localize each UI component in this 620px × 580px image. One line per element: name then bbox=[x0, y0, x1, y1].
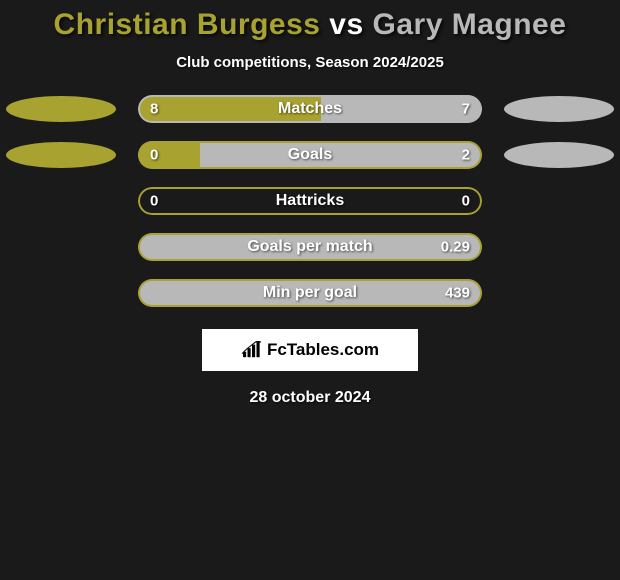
stat-bar: 0 0 Hattricks bbox=[138, 187, 482, 215]
logo-text: FcTables.com bbox=[267, 340, 379, 360]
stats-list: 8 7 Matches 0 2 Goals 0 0 Hattricks 0.29 Goals per… bbox=[0, 95, 620, 307]
stat-label: Hattricks bbox=[276, 192, 344, 210]
stat-row: 0 2 Goals bbox=[0, 141, 620, 169]
stat-value-right: 439 bbox=[445, 285, 470, 302]
stat-value-right: 0.29 bbox=[441, 239, 470, 256]
stat-bar: 0 2 Goals bbox=[138, 141, 482, 169]
player2-name: Gary Magnee bbox=[373, 8, 567, 41]
stat-label: Matches bbox=[278, 100, 342, 118]
player1-oval bbox=[6, 96, 116, 122]
vs-label: vs bbox=[329, 8, 363, 41]
subtitle: Club competitions, Season 2024/2025 bbox=[176, 54, 444, 71]
stat-value-right: 0 bbox=[462, 193, 470, 210]
stat-label: Goals bbox=[288, 146, 332, 164]
stat-row: 439 Min per goal bbox=[0, 279, 620, 307]
stat-value-left: 0 bbox=[150, 147, 158, 164]
stat-bar: 0.29 Goals per match bbox=[138, 233, 482, 261]
stat-value-right: 7 bbox=[462, 101, 470, 118]
stat-value-right: 2 bbox=[462, 147, 470, 164]
stat-bar: 8 7 Matches bbox=[138, 95, 482, 123]
stat-row: 0.29 Goals per match bbox=[0, 233, 620, 261]
stat-label: Goals per match bbox=[247, 238, 372, 256]
date-label: 28 october 2024 bbox=[250, 389, 371, 407]
stat-bar: 439 Min per goal bbox=[138, 279, 482, 307]
stat-label: Min per goal bbox=[263, 284, 357, 302]
stat-row: 0 0 Hattricks bbox=[0, 187, 620, 215]
bar-chart-icon bbox=[241, 341, 263, 359]
comparison-infographic: Christian Burgess vs Gary Magnee Club co… bbox=[0, 0, 620, 407]
stat-value-left: 0 bbox=[150, 193, 158, 210]
player2-oval bbox=[504, 142, 614, 168]
stat-value-left: 8 bbox=[150, 101, 158, 118]
player1-name: Christian Burgess bbox=[54, 8, 321, 41]
page-title: Christian Burgess vs Gary Magnee bbox=[54, 8, 567, 42]
fctables-logo: FcTables.com bbox=[202, 329, 418, 371]
player1-oval bbox=[6, 142, 116, 168]
stat-row: 8 7 Matches bbox=[0, 95, 620, 123]
player2-oval bbox=[504, 96, 614, 122]
